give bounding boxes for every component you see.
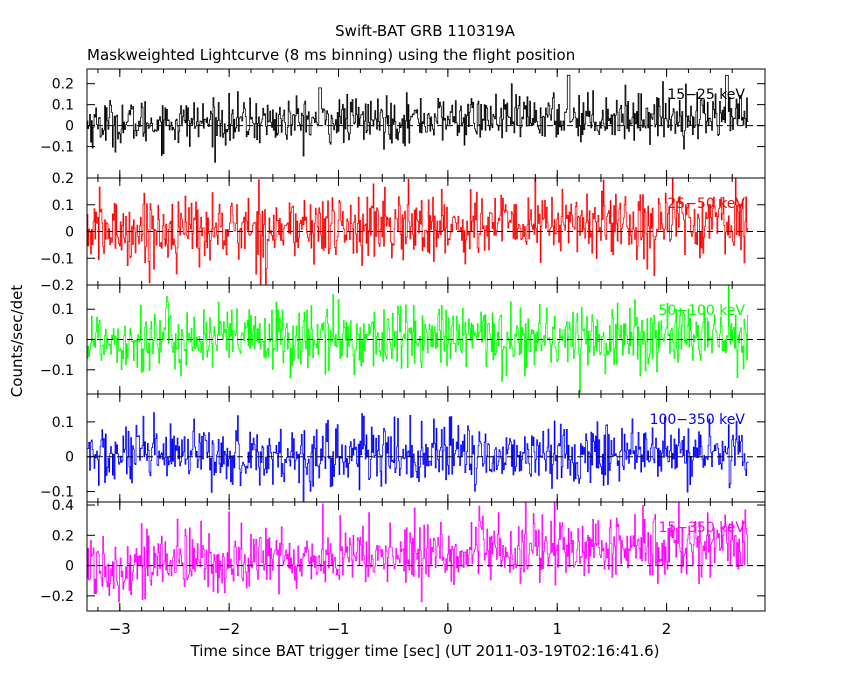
y-tick-label: −0.1 xyxy=(40,363,74,379)
y-tick-label: 0.2 xyxy=(52,77,74,93)
chart-subtitle: Maskweighted Lightcurve (8 ms binning) u… xyxy=(87,46,575,64)
band-label: 25−50 keV xyxy=(667,196,745,212)
y-axis-label: Counts/sec/det xyxy=(8,285,26,398)
y-tick-label: 0.2 xyxy=(52,528,74,544)
panels-group: 0.2 0.1 0 −0.1 15−25 keV 0.2 0.1 0 −0.1 −0.2 25−50… xyxy=(40,68,766,612)
x-tick-label: −2 xyxy=(218,620,240,638)
band-label: 50−100 keV xyxy=(658,303,745,319)
y-tick-label: −0.2 xyxy=(40,278,74,294)
series-50-100-kev xyxy=(87,285,749,393)
y-tick-label: −0.2 xyxy=(40,589,74,605)
panel-2: 0.2 0.1 0 −0.1 −0.2 25−50 keV xyxy=(40,171,766,294)
series-15-25-kev xyxy=(87,74,749,163)
x-tick-label: 2 xyxy=(662,620,672,638)
y-tick-label: 0 xyxy=(65,559,74,575)
series-15-350-kev xyxy=(87,502,749,603)
band-label: 15−25 keV xyxy=(667,87,745,103)
series-25-50-kev xyxy=(87,178,749,285)
x-tick-label: −1 xyxy=(327,620,349,638)
y-tick-label: 0.1 xyxy=(52,415,74,431)
y-tick-label: 0.1 xyxy=(52,302,74,318)
x-tick-labels: −3 −2 −1 0 1 2 xyxy=(109,620,672,638)
x-axis-label: Time since BAT trigger time [sec] (UT 20… xyxy=(190,642,660,660)
y-tick-label: 0.1 xyxy=(52,98,74,114)
panel-1: 0.2 0.1 0 −0.1 15−25 keV xyxy=(40,68,766,179)
y-tick-label: 0 xyxy=(65,333,74,349)
x-tick-label: 1 xyxy=(552,620,562,638)
y-tick-label: 0 xyxy=(65,119,74,135)
x-tick-label: −3 xyxy=(109,620,131,638)
band-label: 100−350 keV xyxy=(650,412,746,428)
y-tick-label: −0.1 xyxy=(40,140,74,156)
panel-3: 0.1 0 −0.1 50−100 keV xyxy=(40,284,766,395)
y-tick-label: −0.1 xyxy=(40,485,74,501)
y-tick-label: −0.1 xyxy=(40,251,74,267)
series-100-350-kev xyxy=(87,412,749,502)
panel-5: 0.4 0.2 0 −0.2 15−350 keV xyxy=(40,498,766,612)
y-tick-label: 0.4 xyxy=(52,498,74,514)
x-tick-label: 0 xyxy=(443,620,453,638)
y-tick-label: 0 xyxy=(65,450,74,466)
band-label: 15−350 keV xyxy=(658,520,745,536)
y-tick-label: 0.1 xyxy=(52,198,74,214)
chart-title: Swift-BAT GRB 110319A xyxy=(335,22,515,40)
y-tick-label: 0.2 xyxy=(52,171,74,187)
y-tick-label: 0 xyxy=(65,225,74,241)
panel-4: 0.1 0 −0.1 100−350 keV xyxy=(40,393,766,503)
